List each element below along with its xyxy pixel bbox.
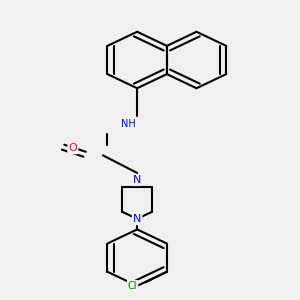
Text: N: N (133, 175, 141, 185)
Text: O: O (68, 143, 77, 153)
Text: N: N (133, 214, 141, 224)
Text: NH: NH (121, 118, 136, 128)
Text: Cl: Cl (128, 281, 137, 291)
